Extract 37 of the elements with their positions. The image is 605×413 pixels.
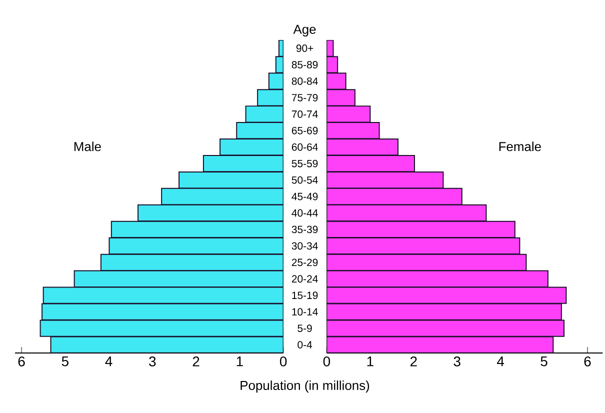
y-tick-label: 30-34: [292, 242, 318, 250]
y-tick-label: 40-44: [292, 209, 318, 217]
y-tick-label: 75-79: [292, 94, 318, 102]
x-tick-label: 6: [584, 356, 591, 366]
y-tick-label: 5-9: [298, 324, 312, 332]
x-tick-label: 0: [323, 356, 330, 366]
y-tick-label: 70-74: [292, 110, 318, 118]
y-tick-label: 35-39: [292, 226, 318, 234]
y-tick-label: 10-14: [292, 308, 318, 316]
y-tick-label: 45-49: [292, 192, 318, 200]
x-tick-label: 5: [62, 356, 68, 366]
y-tick-label: 65-69: [292, 126, 318, 134]
y-tick-label: 50-54: [292, 176, 318, 184]
x-tick-label: 4: [105, 356, 112, 366]
x-tick-label: 3: [149, 356, 156, 366]
x-tick-label: 2: [410, 356, 417, 366]
y-tick-label: 90+: [296, 44, 314, 52]
y-axis-title: Age: [293, 24, 316, 36]
x-tick-label: 1: [367, 356, 374, 366]
x-tick-label: 4: [497, 356, 504, 366]
x-tick-label: 5: [540, 356, 548, 366]
x-tick-label: 2: [192, 356, 200, 366]
y-tick-label: 85-89: [292, 61, 318, 68]
text: Female: [499, 142, 541, 152]
y-tick-label: 55-59: [292, 160, 318, 168]
y-tick-label: 60-64: [292, 143, 318, 151]
y-tick-label: 80-84: [292, 77, 318, 85]
y-tick-label: 15-19: [292, 292, 318, 300]
x-tick-label: 0: [280, 356, 287, 366]
x-tick-label: 6: [18, 356, 25, 366]
x-tick-label: 3: [454, 356, 460, 366]
x-axis-title: Population (in millions): [240, 380, 370, 393]
y-tick-label: 20-24: [292, 275, 318, 283]
y-tick-label: 0-4: [298, 341, 312, 348]
x-tick-label: 1: [236, 356, 243, 366]
y-tick-label: 25-29: [292, 258, 318, 266]
text: Male: [74, 142, 101, 152]
